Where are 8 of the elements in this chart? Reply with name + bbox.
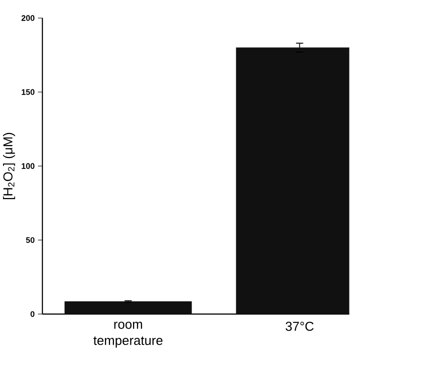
x-tick-label: room temperature <box>93 322 162 348</box>
y-tick-label: 200 <box>22 15 34 22</box>
x-tick-label: 37°C <box>286 322 314 332</box>
y-tick-label: 100 <box>22 163 34 170</box>
y-tick-label: 50 <box>26 237 34 244</box>
y-axis-title: [H$_{2}$O$_{2}$] (μM) <box>3 133 16 200</box>
y-tick-label: 150 <box>22 89 34 96</box>
y-tick-label: 0 <box>30 311 34 318</box>
